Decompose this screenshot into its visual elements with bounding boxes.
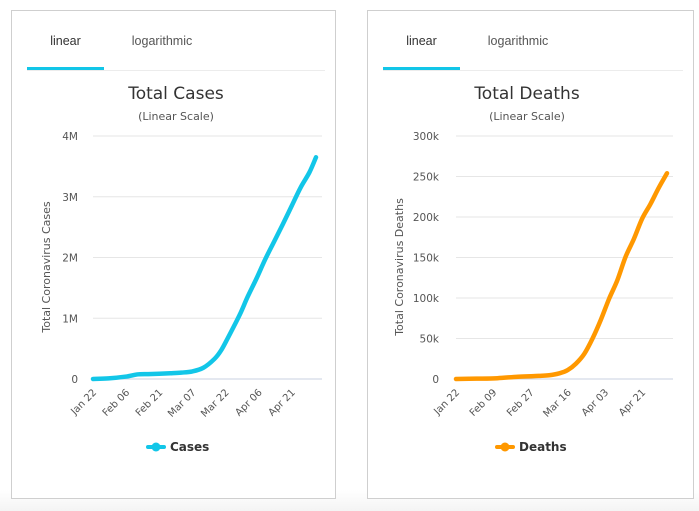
tab-logarithmic[interactable]: logarithmic — [131, 34, 193, 48]
y-tick-label: 200k — [413, 212, 440, 224]
y-tick-label: 50k — [420, 334, 440, 346]
y-tick-label: 1M — [62, 313, 78, 325]
cases-chart: Total Cases (Linear Scale) Total Coronav… — [40, 84, 322, 454]
legend-label-cases[interactable]: Cases — [170, 440, 209, 454]
y-axis-label: Total Coronavirus Cases — [40, 201, 53, 334]
x-tick-label: Feb 27 — [505, 387, 537, 419]
scale-tabs: linear logarithmic — [27, 29, 325, 71]
series-line-deaths[interactable] — [453, 171, 670, 382]
y-tick-label: 250k — [413, 172, 440, 184]
cases-chart-card: linear logarithmic Total Cases (Linear S… — [11, 10, 336, 499]
tab-linear[interactable]: linear — [27, 34, 104, 70]
y-tick-label: 300k — [413, 131, 440, 143]
y-tick-label: 0 — [71, 374, 78, 386]
legend-marker-icon — [151, 442, 161, 452]
x-tick-label: Apr 03 — [580, 387, 611, 418]
x-tick-label: Feb 21 — [134, 387, 166, 419]
chart-subtitle: (Linear Scale) — [138, 110, 214, 123]
y-tick-label: 4M — [62, 131, 78, 143]
y-tick-label: 0 — [432, 374, 439, 386]
legend[interactable]: Deaths — [495, 440, 567, 454]
legend-label-deaths[interactable]: Deaths — [519, 440, 567, 454]
x-tick-label: Apr 21 — [617, 387, 648, 418]
scale-tabs: linear logarithmic — [383, 29, 683, 71]
x-tick-label: Feb 06 — [101, 387, 133, 419]
x-tick-label: Mar 16 — [541, 387, 573, 419]
x-tick-label: Mar 22 — [199, 387, 231, 419]
chart-title: Total Deaths — [473, 84, 580, 104]
legend-marker-icon — [500, 442, 510, 452]
x-tick-label: Mar 07 — [166, 387, 198, 419]
tab-linear[interactable]: linear — [383, 34, 460, 70]
x-tick-label: Apr 21 — [267, 387, 298, 418]
x-tick-label: Apr 06 — [233, 387, 264, 418]
deaths-chart: Total Deaths (Linear Scale) Total Corona… — [393, 84, 673, 454]
legend[interactable]: Cases — [146, 440, 209, 454]
y-tick-label: 3M — [62, 192, 78, 204]
x-tick-label: Feb 09 — [468, 387, 500, 419]
y-tick-label: 150k — [413, 253, 440, 265]
x-tick-label: Jan 22 — [431, 387, 462, 418]
deaths-chart-card: linear logarithmic Total Deaths (Linear … — [367, 10, 694, 499]
chart-subtitle: (Linear Scale) — [489, 110, 565, 123]
tab-logarithmic[interactable]: logarithmic — [487, 34, 549, 48]
y-tick-label: 100k — [413, 293, 440, 305]
chart-title: Total Cases — [127, 84, 224, 104]
series-line-cases[interactable] — [90, 155, 319, 382]
y-axis-label: Total Coronavirus Deaths — [393, 198, 406, 337]
y-tick-label: 2M — [62, 253, 78, 265]
x-tick-label: Jan 22 — [68, 387, 99, 418]
